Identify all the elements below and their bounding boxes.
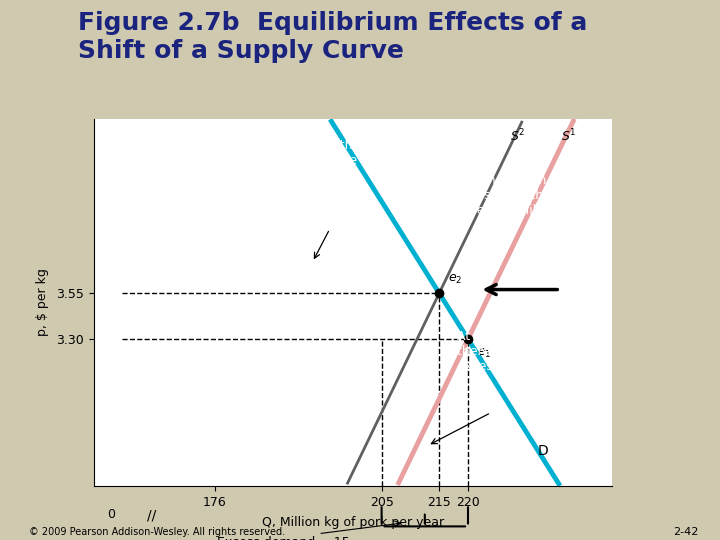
Text: D: D [538,444,548,458]
Text: 0: 0 [107,508,115,521]
X-axis label: Q, Million kg of pork per year: Q, Million kg of pork per year [262,516,444,529]
Text: At the original price
there is now an
excess demand….: At the original price there is now an ex… [457,330,581,374]
Text: 2-42: 2-42 [673,526,698,537]
Text: $e_2$: $e_2$ [448,273,462,286]
Text: $S^2$: $S^2$ [510,128,526,145]
Text: Which puts an upward
pressure in the price to
a new equilibrium.: Which puts an upward pressure in the pri… [457,174,603,217]
Text: © 2009 Pearson Addison-Wesley. All rights reserved.: © 2009 Pearson Addison-Wesley. All right… [29,526,285,537]
Text: Excess demand = 15: Excess demand = 15 [217,536,350,540]
Y-axis label: p, $ per kg: p, $ per kg [36,268,49,336]
Text: //: // [147,508,156,522]
Text: A $0.25 increase in the price of hogs
shifts the supply curve to the left: A $0.25 increase in the price of hogs sh… [215,139,446,167]
Text: Figure 2.7b  Equilibrium Effects of a
Shift of a Supply Curve: Figure 2.7b Equilibrium Effects of a Shi… [78,11,588,63]
Text: $S^1$: $S^1$ [561,128,576,145]
Text: $e_1$: $e_1$ [477,347,491,360]
